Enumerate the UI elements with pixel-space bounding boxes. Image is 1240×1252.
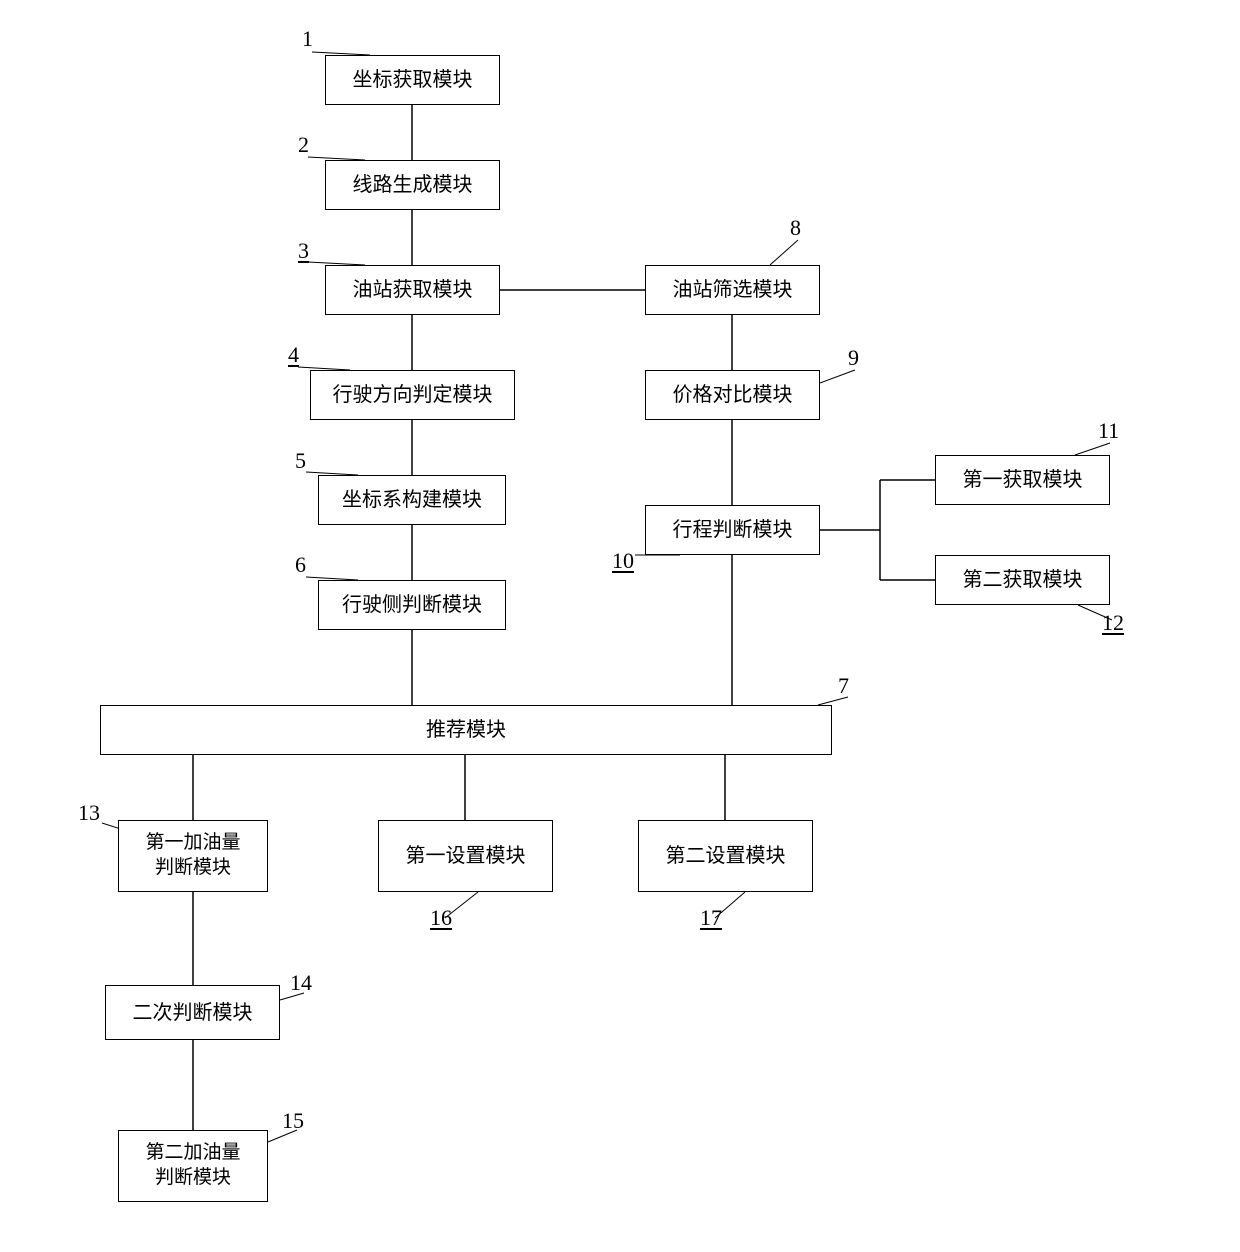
ref-number-15: 15 [282, 1108, 304, 1134]
ref-number-13: 13 [78, 800, 100, 826]
node-5: 坐标系构建模块 [318, 475, 506, 525]
ref-number-4: 4 [288, 342, 299, 368]
node-label: 油站获取模块 [353, 277, 473, 303]
ref-number-11: 11 [1098, 418, 1119, 444]
node-label: 价格对比模块 [673, 382, 793, 408]
node-label: 坐标系构建模块 [342, 487, 482, 513]
node-14: 二次判断模块 [105, 985, 280, 1040]
node-label: 二次判断模块 [133, 1000, 253, 1026]
node-7: 推荐模块 [100, 705, 832, 755]
ref-number-12: 12 [1102, 610, 1124, 636]
node-label: 坐标获取模块 [353, 67, 473, 93]
node-13: 第一加油量 判断模块 [118, 820, 268, 892]
node-9: 价格对比模块 [645, 370, 820, 420]
ref-number-8: 8 [790, 215, 801, 241]
node-12: 第二获取模块 [935, 555, 1110, 605]
node-6: 行驶侧判断模块 [318, 580, 506, 630]
ref-number-9: 9 [848, 345, 859, 371]
ref-number-6: 6 [295, 552, 306, 578]
node-label: 行驶侧判断模块 [342, 592, 482, 618]
node-2: 线路生成模块 [325, 160, 500, 210]
ref-number-1: 1 [302, 26, 313, 52]
node-label: 线路生成模块 [353, 172, 473, 198]
ref-number-10: 10 [612, 548, 634, 574]
node-label: 第二获取模块 [963, 567, 1083, 593]
node-label: 第一获取模块 [963, 467, 1083, 493]
node-17: 第二设置模块 [638, 820, 813, 892]
ref-number-2: 2 [298, 132, 309, 158]
ref-number-17: 17 [700, 905, 722, 931]
ref-number-16: 16 [430, 905, 452, 931]
node-11: 第一获取模块 [935, 455, 1110, 505]
node-8: 油站筛选模块 [645, 265, 820, 315]
connections-layer [0, 0, 1240, 1252]
node-label: 第一设置模块 [406, 843, 526, 869]
node-15: 第二加油量 判断模块 [118, 1130, 268, 1202]
ref-number-14: 14 [290, 970, 312, 996]
node-label: 推荐模块 [426, 717, 506, 743]
ref-number-7: 7 [838, 673, 849, 699]
node-4: 行驶方向判定模块 [310, 370, 515, 420]
node-label: 第二加油量 判断模块 [145, 1141, 240, 1190]
node-label: 第二设置模块 [666, 843, 786, 869]
node-1: 坐标获取模块 [325, 55, 500, 105]
node-label: 第一加油量 判断模块 [145, 831, 240, 880]
node-10: 行程判断模块 [645, 505, 820, 555]
node-label: 行驶方向判定模块 [333, 382, 493, 408]
ref-number-5: 5 [295, 448, 306, 474]
node-16: 第一设置模块 [378, 820, 553, 892]
node-label: 油站筛选模块 [673, 277, 793, 303]
node-label: 行程判断模块 [673, 517, 793, 543]
ref-number-3: 3 [298, 238, 309, 264]
node-3: 油站获取模块 [325, 265, 500, 315]
